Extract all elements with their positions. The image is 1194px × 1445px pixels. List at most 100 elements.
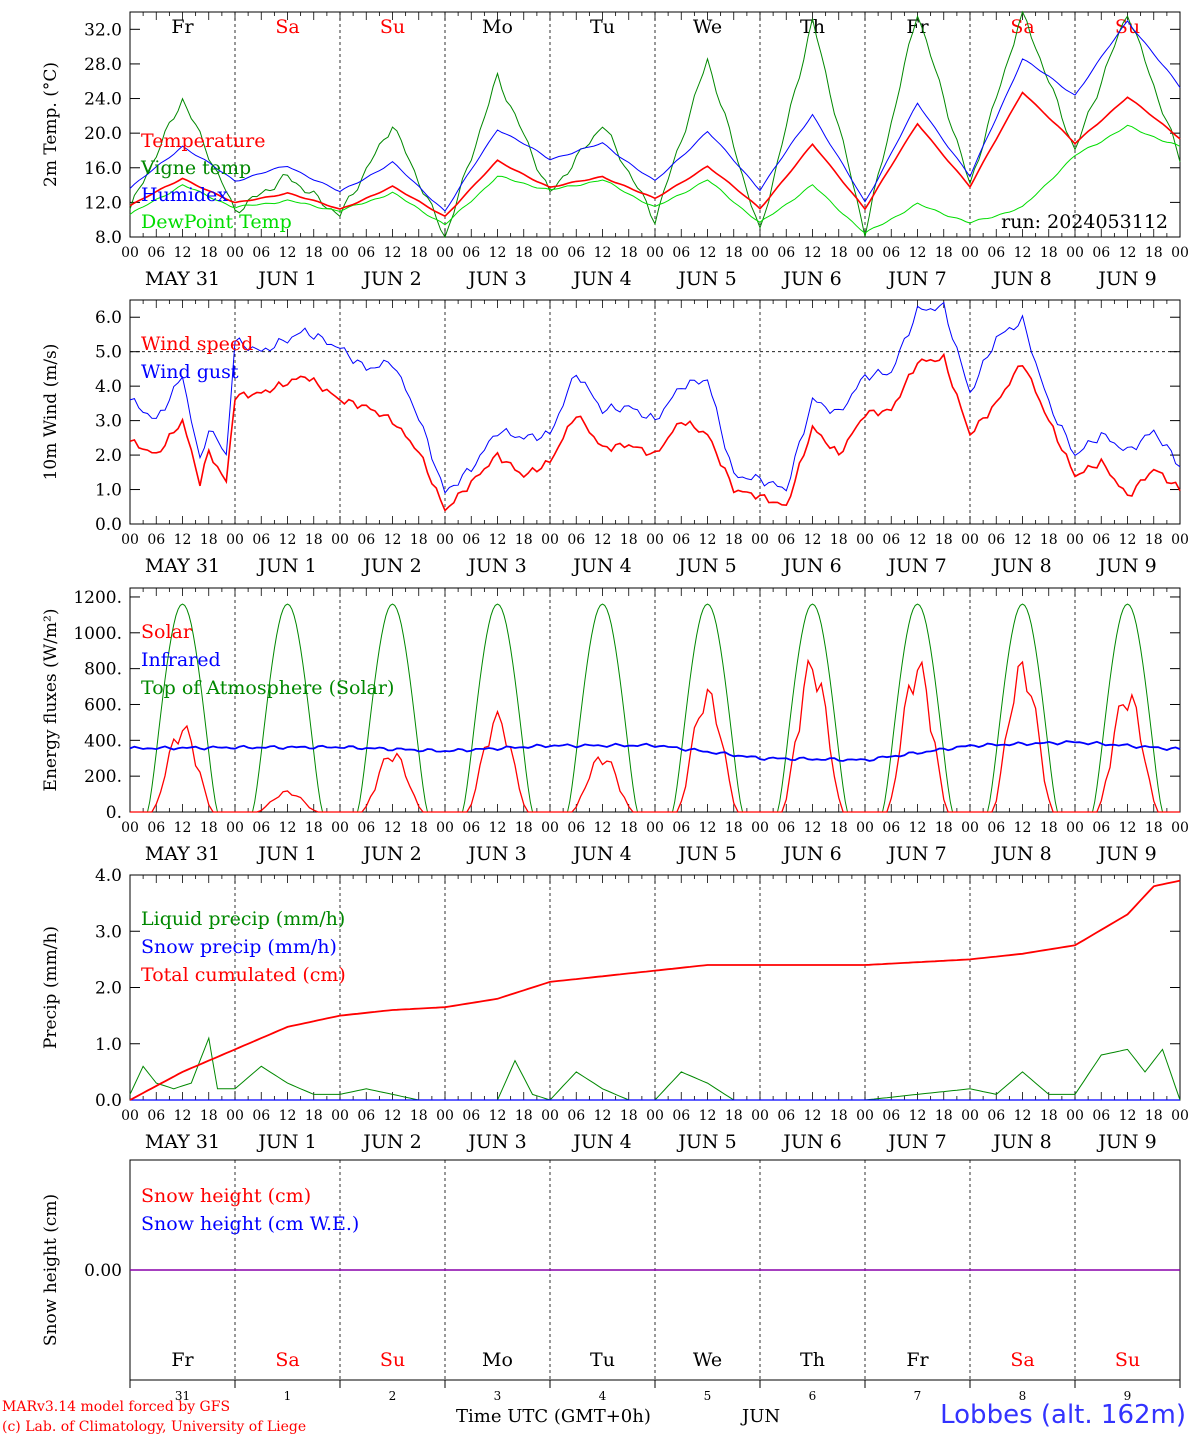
x-hour-label: 12 bbox=[804, 532, 822, 548]
x-hour-label: 00 bbox=[331, 532, 349, 548]
x-date-label: JUN 2 bbox=[361, 555, 421, 577]
x-date-label: JUN 5 bbox=[676, 843, 736, 865]
x-hour-label: 18 bbox=[1040, 820, 1058, 836]
x-hour-label: 18 bbox=[1145, 532, 1163, 548]
x-hour-label: 18 bbox=[935, 532, 953, 548]
x-date-label: JUN 4 bbox=[571, 1131, 631, 1153]
weekday-label: Tu bbox=[590, 16, 615, 38]
x-hour-label: 18 bbox=[830, 245, 848, 261]
x-hour-label: 00 bbox=[751, 820, 769, 836]
x-hour-label: 06 bbox=[777, 1108, 795, 1124]
y-tick-label: 0.0 bbox=[95, 1091, 122, 1111]
station-name: Lobbes (alt. 162m) bbox=[940, 1400, 1186, 1430]
x-hour-label: 18 bbox=[410, 532, 428, 548]
x-hour-label: 12 bbox=[699, 245, 717, 261]
x-hour-label: 18 bbox=[1040, 245, 1058, 261]
x-hour-label: 12 bbox=[909, 1108, 927, 1124]
x-hour-label: 06 bbox=[567, 1108, 585, 1124]
x-date-label: JUN 2 bbox=[361, 1131, 421, 1153]
x-hour-label: 00 bbox=[121, 245, 139, 261]
series-line-total-cumulated-cm- bbox=[129, 879, 1181, 1101]
legend-entry: Snow height (cm W.E.) bbox=[141, 1213, 359, 1235]
y-tick-label: 28.0 bbox=[84, 55, 122, 75]
x-date-label: JUN 9 bbox=[1096, 268, 1156, 290]
x-date-label: JUN 1 bbox=[256, 1131, 316, 1153]
x-hour-label: 18 bbox=[515, 1108, 533, 1124]
x-hour-label: 06 bbox=[777, 532, 795, 548]
x-date-label: MAY 31 bbox=[145, 843, 220, 865]
x-hour-label: 18 bbox=[935, 820, 953, 836]
x-hour-label: 00 bbox=[646, 1108, 664, 1124]
x-hour-label: 18 bbox=[830, 1108, 848, 1124]
x-hour-label: 12 bbox=[384, 1108, 402, 1124]
x-hour-label: 00 bbox=[121, 532, 139, 548]
x-hour-label: 18 bbox=[935, 1108, 953, 1124]
x-hour-label: 12 bbox=[1014, 532, 1032, 548]
series-line-vigne-temp bbox=[129, 10, 1181, 239]
day-number-label: 2 bbox=[389, 1389, 397, 1403]
x-hour-label: 18 bbox=[305, 245, 323, 261]
x-hour-label: 18 bbox=[515, 245, 533, 261]
x-date-label: JUN 3 bbox=[466, 1131, 526, 1153]
legend-entry: Wind speed bbox=[141, 333, 253, 355]
y-tick-label: 2.0 bbox=[95, 446, 122, 466]
x-hour-label: 12 bbox=[1119, 245, 1137, 261]
day-number-label: 31 bbox=[175, 1389, 190, 1403]
x-hour-label: 06 bbox=[462, 1108, 480, 1124]
x-hour-label: 18 bbox=[620, 1108, 638, 1124]
x-date-label: MAY 31 bbox=[145, 555, 220, 577]
y-tick-label: 1000. bbox=[73, 624, 122, 644]
x-hour-label: 00 bbox=[331, 1108, 349, 1124]
x-date-label: JUN 5 bbox=[676, 1131, 736, 1153]
x-hour-label: 00 bbox=[436, 820, 454, 836]
x-hour-label: 00 bbox=[646, 820, 664, 836]
x-date-label: JUN 9 bbox=[1096, 555, 1156, 577]
y-axis-label: 10m Wind (m/s) bbox=[41, 344, 61, 481]
x-hour-label: 06 bbox=[1092, 820, 1110, 836]
weekday-label: Sa bbox=[1010, 1349, 1034, 1371]
y-tick-label: 0.0 bbox=[95, 515, 122, 535]
day-number-label: 8 bbox=[1019, 1389, 1027, 1403]
x-hour-label: 06 bbox=[462, 820, 480, 836]
x-hour-label: 18 bbox=[620, 532, 638, 548]
x-hour-label: 00 bbox=[961, 1108, 979, 1124]
x-hour-label: 18 bbox=[1145, 820, 1163, 836]
x-hour-label: 06 bbox=[672, 820, 690, 836]
weekday-label: Fr bbox=[171, 1349, 194, 1371]
x-date-label: JUN 2 bbox=[361, 268, 421, 290]
legend-entry: DewPoint Temp bbox=[141, 211, 292, 233]
weekday-label: Fr bbox=[906, 16, 929, 38]
x-hour-label: 00 bbox=[751, 245, 769, 261]
x-date-label: JUN 5 bbox=[676, 268, 736, 290]
y-tick-label: 8.0 bbox=[95, 228, 122, 248]
x-hour-label: 06 bbox=[147, 1108, 165, 1124]
weekday-label: Su bbox=[1115, 16, 1140, 38]
legend-entry: Total cumulated (cm) bbox=[141, 964, 346, 986]
y-tick-label: 4.0 bbox=[95, 377, 122, 397]
x-date-label: JUN 6 bbox=[781, 268, 841, 290]
x-hour-label: 00 bbox=[226, 532, 244, 548]
x-hour-label: 12 bbox=[909, 532, 927, 548]
day-number-label: 1 bbox=[284, 1389, 292, 1403]
x-date-label: JUN 4 bbox=[571, 555, 631, 577]
x-hour-label: 06 bbox=[252, 245, 270, 261]
model-credit: MARv3.14 model forced by GFS bbox=[2, 1399, 231, 1415]
legend-entry: Infrared bbox=[141, 649, 221, 671]
x-hour-label: 06 bbox=[672, 245, 690, 261]
x-date-label: MAY 31 bbox=[145, 1131, 220, 1153]
weekday-label: Su bbox=[380, 1349, 405, 1371]
x-hour-label: 12 bbox=[174, 245, 192, 261]
x-hour-label: 12 bbox=[1014, 1108, 1032, 1124]
x-hour-label: 00 bbox=[541, 245, 559, 261]
y-tick-label: 2.0 bbox=[95, 979, 122, 999]
x-hour-label: 18 bbox=[620, 820, 638, 836]
x-hour-label: 18 bbox=[200, 1108, 218, 1124]
y-tick-label: 600. bbox=[84, 695, 122, 715]
x-hour-label: 12 bbox=[279, 532, 297, 548]
legend-entry: Vigne temp bbox=[140, 157, 251, 179]
weekday-label: Sa bbox=[275, 1349, 299, 1371]
y-tick-label: 3.0 bbox=[95, 412, 122, 432]
x-hour-label: 06 bbox=[987, 532, 1005, 548]
x-hour-label: 18 bbox=[1040, 532, 1058, 548]
x-hour-label: 18 bbox=[410, 820, 428, 836]
